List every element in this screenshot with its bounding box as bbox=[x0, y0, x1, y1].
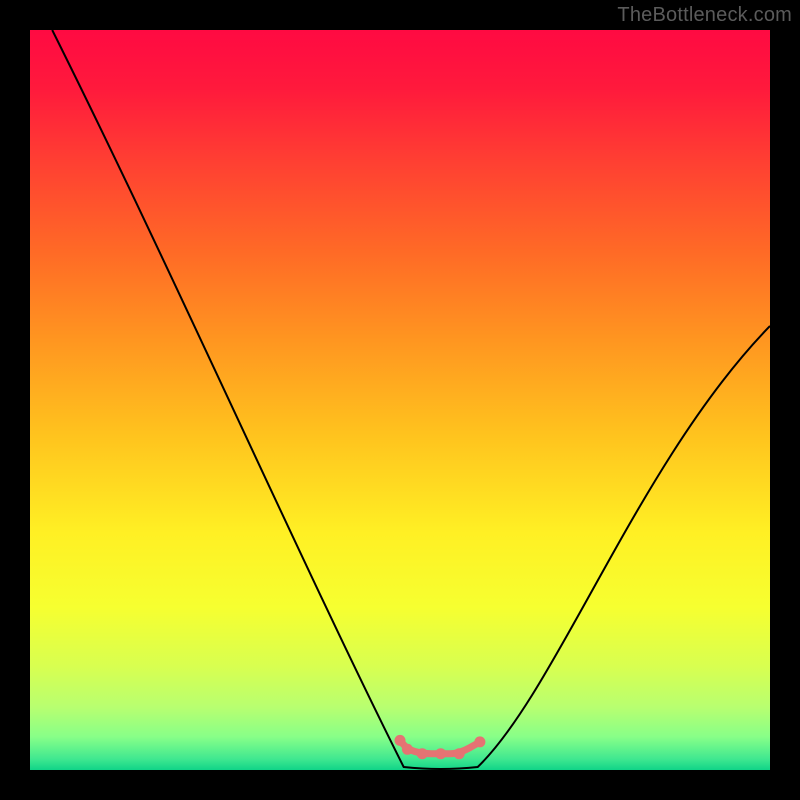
highlight-marker bbox=[474, 736, 485, 747]
highlight-marker bbox=[417, 748, 428, 759]
highlight-marker bbox=[454, 748, 465, 759]
bottleneck-chart bbox=[0, 0, 800, 800]
chart-stage: TheBottleneck.com bbox=[0, 0, 800, 800]
watermark-text: TheBottleneck.com bbox=[617, 4, 792, 27]
highlight-marker bbox=[402, 744, 413, 755]
gradient-background bbox=[30, 30, 770, 770]
highlight-marker bbox=[435, 748, 446, 759]
highlight-marker bbox=[395, 735, 406, 746]
